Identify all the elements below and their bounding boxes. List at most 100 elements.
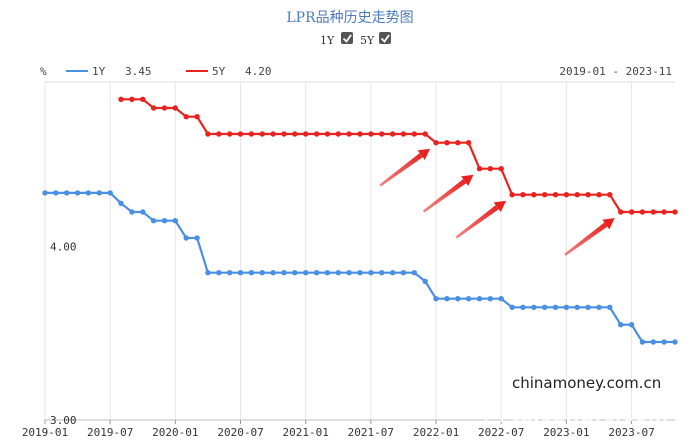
series-5y-point-47[interactable] (628, 209, 635, 215)
series-5y-point-28[interactable] (422, 131, 428, 137)
series-5y-point-12[interactable] (248, 131, 255, 137)
series-5y-point-11[interactable] (237, 131, 244, 137)
series-5y-point-49[interactable] (650, 209, 656, 215)
series-5y-point-45[interactable] (607, 192, 613, 198)
series-1y-point-12[interactable] (172, 218, 178, 224)
series-1y-point-43[interactable] (509, 304, 515, 310)
series-5y-point-27[interactable] (411, 131, 417, 137)
series-1y-point-38[interactable] (455, 296, 461, 302)
series-5y-point-37[interactable] (520, 192, 526, 198)
series-5y-point-14[interactable] (270, 131, 276, 137)
series-1y-point-30[interactable] (368, 270, 374, 276)
series-5y-point-19[interactable] (324, 131, 331, 137)
series-1y-point-19[interactable] (248, 270, 255, 276)
series-5y-point-18[interactable] (313, 131, 320, 137)
series-1y-point-14[interactable] (194, 235, 200, 241)
series-5y-point-13[interactable] (259, 131, 265, 137)
series-1y-point-20[interactable] (259, 270, 265, 276)
series-1y-point-26[interactable] (324, 270, 331, 276)
series-1y-point-36[interactable] (433, 296, 439, 302)
series-1y-point-22[interactable] (281, 270, 287, 276)
series-5y-point-30[interactable] (444, 140, 450, 146)
series-5y-point-24[interactable] (379, 131, 385, 137)
series-5y-point-8[interactable] (205, 131, 211, 137)
series-5y-point-4[interactable] (161, 105, 168, 111)
series-1y-point-28[interactable] (346, 270, 352, 276)
series-5y-point-10[interactable] (227, 131, 233, 137)
series-5y-point-9[interactable] (216, 131, 222, 137)
series-5y-point-39[interactable] (542, 192, 548, 198)
series-5y-point-38[interactable] (531, 192, 537, 198)
series-1y-point-46[interactable] (542, 304, 548, 310)
series-1y-point-39[interactable] (465, 296, 472, 302)
series-1y-point-21[interactable] (270, 270, 276, 276)
series-1y-point-41[interactable] (487, 296, 493, 302)
series-5y-point-31[interactable] (455, 140, 461, 146)
series-1y-point-23[interactable] (292, 270, 298, 276)
series-1y-point-37[interactable] (444, 296, 450, 302)
series-1y-point-57[interactable] (661, 339, 667, 345)
series-1y-point-56[interactable] (650, 339, 656, 345)
series-5y-point-32[interactable] (465, 140, 472, 146)
series-1y-point-31[interactable] (379, 270, 385, 276)
series-1y-point-6[interactable] (107, 190, 113, 196)
series-1y-point-7[interactable] (118, 200, 124, 206)
checkbox-1y-icon[interactable] (341, 32, 353, 44)
series-5y-point-15[interactable] (281, 131, 287, 137)
series-5y-point-44[interactable] (596, 192, 602, 198)
series-5y-point-46[interactable] (618, 209, 624, 215)
series-5y-point-43[interactable] (585, 192, 591, 198)
series-5y-point-23[interactable] (368, 131, 374, 137)
series-5y-point-29[interactable] (433, 140, 439, 146)
series-1y-point-9[interactable] (140, 209, 146, 215)
series-5y-point-33[interactable] (476, 166, 483, 172)
series-1y-point-15[interactable] (205, 270, 211, 276)
series-1y-point-58[interactable] (672, 339, 678, 345)
series-5y-point-1[interactable] (129, 96, 135, 103)
series-1y-point-2[interactable] (63, 190, 70, 196)
series-5y-point-21[interactable] (346, 131, 352, 137)
series-1y-point-40[interactable] (476, 296, 483, 302)
series-1y-point-33[interactable] (400, 270, 407, 276)
series-1y-point-4[interactable] (85, 190, 92, 196)
series-1y-point-45[interactable] (531, 304, 537, 310)
series-1y-point-50[interactable] (585, 304, 591, 310)
series-1y-point-51[interactable] (596, 304, 602, 310)
series-1y-point-55[interactable] (639, 339, 646, 345)
series-5y-point-35[interactable] (498, 166, 504, 172)
series-5y-point-40[interactable] (552, 192, 559, 198)
series-1y-point-47[interactable] (552, 304, 559, 310)
series-5y-point-26[interactable] (400, 131, 407, 137)
checkbox-5y-icon[interactable] (379, 32, 391, 44)
series-1y-point-25[interactable] (313, 270, 320, 276)
series-toggle-1y[interactable]: 1Y (320, 32, 353, 47)
series-5y-point-6[interactable] (183, 114, 189, 120)
series-1y-point-24[interactable] (303, 270, 309, 276)
series-1y-point-34[interactable] (411, 270, 417, 276)
series-5y-point-25[interactable] (389, 131, 396, 137)
series-1y-point-54[interactable] (628, 322, 635, 328)
series-5y-point-36[interactable] (509, 192, 515, 198)
series-1y-point-29[interactable] (357, 270, 363, 276)
series-5y-point-3[interactable] (150, 105, 157, 111)
series-1y-point-17[interactable] (227, 270, 233, 276)
series-5y-point-16[interactable] (292, 131, 298, 137)
series-1y-point-3[interactable] (74, 190, 81, 196)
series-5y-point-20[interactable] (335, 131, 341, 137)
series-1y-point-18[interactable] (237, 270, 244, 276)
series-5y-point-5[interactable] (172, 105, 178, 111)
series-1y-point-16[interactable] (216, 270, 222, 276)
series-5y-point-41[interactable] (563, 192, 570, 198)
series-5y-point-17[interactable] (303, 131, 309, 137)
series-1y-point-5[interactable] (96, 190, 103, 196)
series-1y-point-13[interactable] (183, 235, 189, 241)
series-5y-point-22[interactable] (357, 131, 363, 137)
series-5y-point-2[interactable] (140, 96, 146, 103)
series-5y-point-7[interactable] (194, 114, 200, 120)
series-5y-point-42[interactable] (574, 192, 580, 198)
series-5y-point-51[interactable] (672, 209, 678, 215)
series-1y-point-35[interactable] (422, 278, 428, 284)
series-toggle-5y[interactable]: 5Y (360, 32, 391, 47)
series-1y-point-11[interactable] (161, 218, 168, 224)
series-1y-point-32[interactable] (389, 270, 396, 276)
